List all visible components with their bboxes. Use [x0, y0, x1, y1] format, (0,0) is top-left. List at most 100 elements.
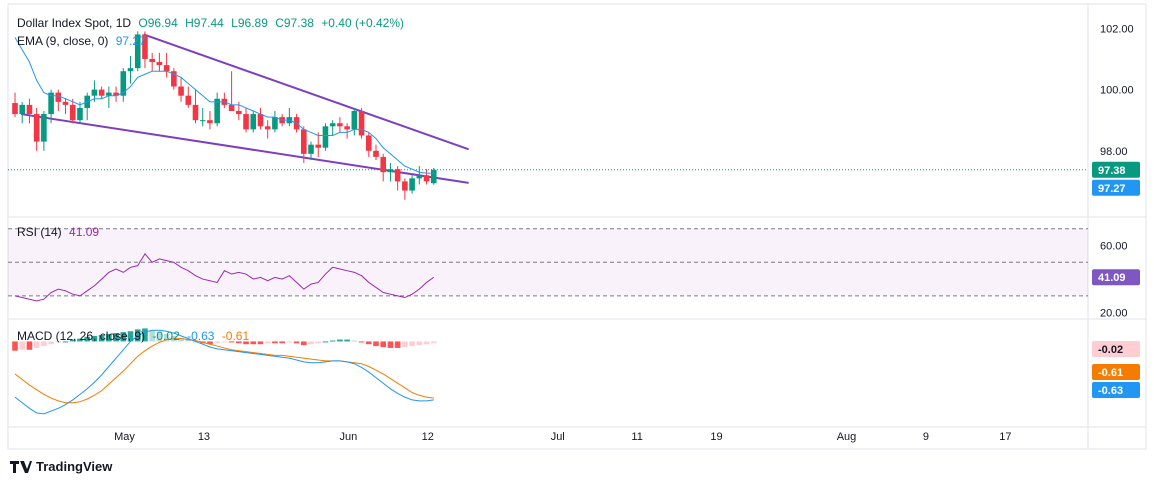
macd-histogram-bar [308, 341, 314, 344]
time-tick-label: Jul [551, 431, 565, 443]
candle-body [272, 117, 278, 129]
macd-line-value: -0.63 [187, 329, 214, 343]
candle-body [27, 105, 33, 114]
ema-legend[interactable]: EMA (9, close, 0) 97.27 [17, 34, 150, 48]
candle-body [250, 114, 256, 129]
symbol-title: Dollar Index Spot, 1D [17, 16, 131, 30]
candle-body [388, 169, 394, 172]
macd-histogram-bar [431, 341, 437, 343]
candle-body [243, 114, 249, 129]
candle-body [164, 65, 170, 71]
candle-body [395, 169, 401, 181]
ema-price-label: 97.27 [1098, 183, 1126, 195]
candle-body [265, 126, 271, 129]
time-tick-label: 11 [631, 431, 642, 443]
macd-histogram-bar [409, 341, 415, 346]
macd-histogram-bar [315, 341, 321, 343]
macd-histogram-bar [265, 341, 271, 343]
tradingview-logo[interactable]: TradingView [10, 459, 112, 474]
chart-header: Dollar Index Spot, 1D O96.94 H97.44 L96.… [17, 16, 408, 30]
candle-body [380, 157, 386, 172]
change-value: +0.40 (+0.42%) [321, 16, 404, 30]
candle-body [207, 120, 213, 123]
ema-label: EMA (9, close, 0) [17, 34, 108, 48]
candle-body [157, 62, 163, 65]
macd-hist-value: -0.02 [152, 329, 179, 343]
candle-body [214, 99, 220, 123]
candle-body [417, 175, 423, 178]
macd-histogram-bar [272, 341, 278, 343]
close-value: C97.38 [275, 16, 314, 30]
candle-body [402, 181, 408, 190]
macd-histogram-bar [395, 341, 401, 348]
macd-histogram-bar [417, 341, 423, 345]
candle-body [344, 126, 350, 129]
time-tick-label: Jun [339, 431, 357, 443]
time-tick-label: 19 [710, 431, 722, 443]
macd-histogram-bar [344, 340, 350, 342]
chart-frame [8, 4, 1146, 449]
candle-body [77, 108, 83, 120]
macd-signal-value: -0.61 [222, 329, 249, 343]
macd-hist-label: -0.02 [1098, 344, 1123, 356]
macd-signal-label: -0.61 [1098, 367, 1123, 379]
rsi-value: 41.09 [69, 225, 99, 239]
rsi-legend[interactable]: RSI (14) 41.09 [17, 225, 103, 239]
rsi-value-label: 41.09 [1098, 272, 1126, 284]
time-tick-label: 13 [198, 431, 210, 443]
candle-body [19, 105, 25, 114]
macd-histogram-bar [337, 340, 343, 342]
macd-histogram-bar [388, 341, 394, 348]
candle-body [92, 90, 98, 96]
macd-histogram-bar [402, 341, 408, 347]
candle-body [149, 59, 155, 62]
candle-body [315, 145, 321, 148]
macd-histogram-bar [323, 341, 329, 342]
candle-body [337, 123, 343, 126]
rsi-label: RSI (14) [17, 225, 62, 239]
candle-body [330, 123, 336, 126]
candle-body [409, 178, 415, 190]
candle-body [359, 111, 365, 135]
candle-body [34, 114, 40, 142]
time-tick-label: 9 [923, 431, 929, 443]
macd-histogram-bar [330, 341, 336, 342]
candle-body [63, 102, 69, 105]
tradingview-icon [10, 461, 32, 473]
macd-histogram-bar [258, 341, 264, 344]
candle-body [308, 145, 314, 154]
time-tick-label: 12 [422, 431, 434, 443]
ema-value: 97.27 [116, 34, 146, 48]
candle-body [229, 105, 235, 111]
high-value: H97.44 [185, 16, 224, 30]
candle-body [200, 120, 206, 121]
macd-line-label: -0.63 [1098, 385, 1123, 397]
candle-body [99, 90, 105, 96]
macd-histogram-bar [279, 341, 285, 343]
rsi-tick-label: 20.00 [1100, 308, 1128, 320]
macd-histogram-bar [294, 341, 300, 343]
macd-histogram-bar [366, 341, 372, 344]
candle-body [178, 87, 184, 96]
macd-histogram-bar [352, 341, 358, 342]
price-tick-label: 102.00 [1100, 23, 1134, 35]
price-tick-label: 100.00 [1100, 85, 1134, 97]
candle-body [366, 135, 372, 150]
low-value: L96.89 [231, 16, 268, 30]
rsi-tick-label: 60.00 [1100, 241, 1128, 253]
candle-body [70, 105, 76, 120]
macd-histogram-bar [359, 341, 365, 342]
tradingview-brand: TradingView [36, 459, 112, 474]
macd-label: MACD (12, 26, close, 9) [17, 329, 145, 343]
time-tick-label: 17 [999, 431, 1011, 443]
last-price-label: 97.38 [1098, 165, 1126, 177]
macd-histogram-bar [301, 341, 307, 345]
candle-body [56, 93, 62, 102]
candle-body [424, 175, 430, 181]
chart-canvas[interactable]: 102.00100.0098.0097.3897.2760.0020.0041.… [0, 0, 1154, 485]
open-value: O96.94 [138, 16, 177, 30]
candle-body [431, 170, 437, 183]
macd-histogram-bar [373, 341, 379, 346]
macd-legend[interactable]: MACD (12, 26, close, 9) -0.02 -0.63 -0.6… [17, 329, 253, 343]
candle-body [258, 114, 264, 126]
